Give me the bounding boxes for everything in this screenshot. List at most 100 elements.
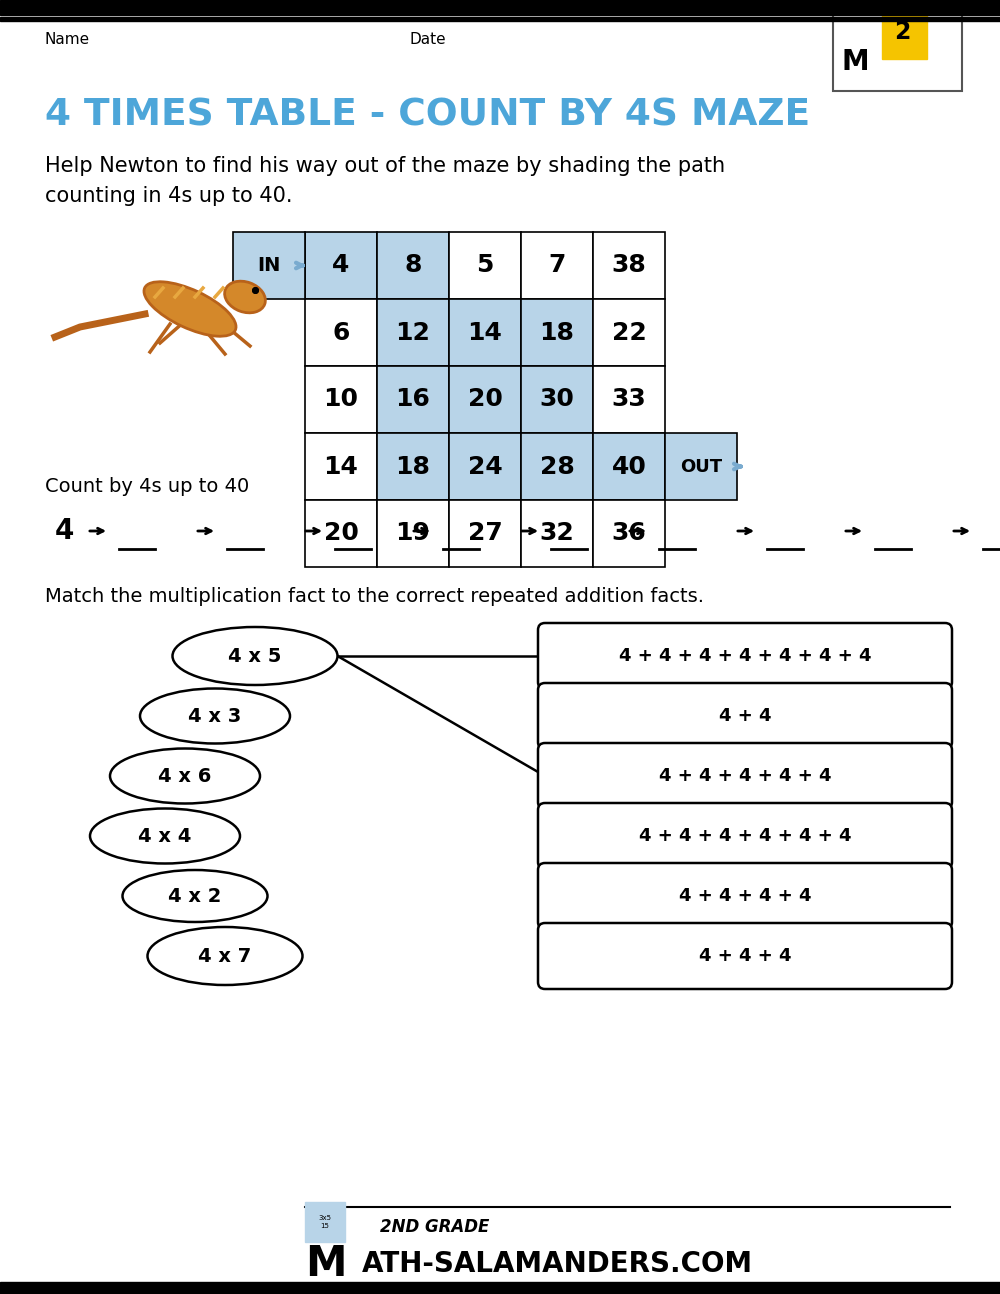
Bar — [521, 433, 593, 499]
FancyBboxPatch shape — [538, 743, 952, 809]
Text: Count by 4s up to 40: Count by 4s up to 40 — [45, 476, 249, 496]
Text: 7: 7 — [548, 254, 566, 277]
Text: 33: 33 — [612, 387, 646, 411]
Ellipse shape — [110, 748, 260, 804]
Text: 12: 12 — [396, 321, 430, 344]
Text: 2ND GRADE: 2ND GRADE — [380, 1218, 489, 1236]
Text: 40: 40 — [612, 454, 646, 479]
Bar — [305, 299, 377, 366]
Text: M: M — [305, 1244, 347, 1285]
Text: 36: 36 — [612, 521, 646, 546]
Text: OUT: OUT — [680, 458, 722, 475]
Text: 38: 38 — [612, 254, 646, 277]
Ellipse shape — [148, 927, 302, 985]
Text: 19: 19 — [396, 521, 430, 546]
Text: 3x5
15: 3x5 15 — [318, 1215, 332, 1228]
Text: 24: 24 — [468, 454, 502, 479]
Text: 5: 5 — [476, 254, 494, 277]
Ellipse shape — [90, 809, 240, 863]
Bar — [521, 499, 593, 567]
Bar — [449, 433, 521, 499]
Text: 4 + 4 + 4: 4 + 4 + 4 — [699, 947, 791, 965]
Text: counting in 4s up to 40.: counting in 4s up to 40. — [45, 186, 292, 206]
Bar — [0, 17, 1000, 21]
Ellipse shape — [144, 282, 236, 336]
FancyBboxPatch shape — [538, 622, 952, 688]
Bar — [593, 433, 665, 499]
Text: 6: 6 — [332, 321, 350, 344]
Bar — [593, 299, 665, 366]
Text: 2: 2 — [894, 19, 911, 44]
Bar — [377, 366, 449, 433]
Bar — [305, 366, 377, 433]
Text: IN: IN — [257, 256, 281, 276]
Bar — [305, 1202, 345, 1242]
Text: 14: 14 — [324, 454, 358, 479]
FancyBboxPatch shape — [538, 923, 952, 989]
Text: 4 + 4 + 4 + 4 + 4 + 4 + 4: 4 + 4 + 4 + 4 + 4 + 4 + 4 — [619, 647, 871, 665]
Bar — [449, 232, 521, 299]
Text: 4 TIMES TABLE - COUNT BY 4S MAZE: 4 TIMES TABLE - COUNT BY 4S MAZE — [45, 98, 810, 135]
Text: Match the multiplication fact to the correct repeated addition facts.: Match the multiplication fact to the cor… — [45, 586, 704, 606]
Bar — [377, 433, 449, 499]
Bar — [449, 499, 521, 567]
Text: ATH-SALAMANDERS.COM: ATH-SALAMANDERS.COM — [362, 1250, 753, 1278]
Text: Name: Name — [45, 31, 90, 47]
Text: 4 x 6: 4 x 6 — [158, 766, 212, 785]
Text: 20: 20 — [324, 521, 358, 546]
Text: 4: 4 — [332, 254, 350, 277]
Bar — [521, 232, 593, 299]
Bar — [449, 366, 521, 433]
Text: 8: 8 — [404, 254, 422, 277]
Bar — [882, 6, 927, 60]
Text: 4: 4 — [55, 518, 74, 545]
Text: 4 x 5: 4 x 5 — [228, 647, 282, 665]
Bar — [665, 433, 737, 499]
Bar — [305, 499, 377, 567]
Ellipse shape — [122, 870, 268, 923]
Text: 4 + 4 + 4 + 4 + 4: 4 + 4 + 4 + 4 + 4 — [659, 767, 831, 785]
Bar — [305, 433, 377, 499]
Bar — [593, 366, 665, 433]
Bar — [521, 299, 593, 366]
Bar — [521, 366, 593, 433]
Text: 30: 30 — [540, 387, 574, 411]
Text: 27: 27 — [468, 521, 502, 546]
Text: Help Newton to find his way out of the maze by shading the path: Help Newton to find his way out of the m… — [45, 157, 725, 176]
Bar — [449, 299, 521, 366]
Text: 4 + 4: 4 + 4 — [719, 707, 771, 725]
Text: Date: Date — [410, 31, 447, 47]
Ellipse shape — [172, 628, 338, 685]
Bar — [593, 499, 665, 567]
Text: M: M — [841, 48, 869, 76]
Text: 4 + 4 + 4 + 4: 4 + 4 + 4 + 4 — [679, 886, 811, 905]
Bar — [593, 232, 665, 299]
Text: 20: 20 — [468, 387, 502, 411]
FancyBboxPatch shape — [538, 683, 952, 749]
Bar — [377, 299, 449, 366]
FancyBboxPatch shape — [538, 863, 952, 929]
Text: 4 x 3: 4 x 3 — [188, 707, 242, 726]
Text: 4 x 7: 4 x 7 — [198, 946, 252, 965]
Ellipse shape — [140, 688, 290, 744]
Bar — [377, 232, 449, 299]
Text: 18: 18 — [540, 321, 574, 344]
FancyBboxPatch shape — [538, 804, 952, 870]
Ellipse shape — [225, 281, 265, 313]
Text: 22: 22 — [612, 321, 646, 344]
Bar — [305, 232, 377, 299]
Bar — [0, 1282, 1000, 1294]
Bar — [0, 0, 1000, 16]
FancyBboxPatch shape — [833, 0, 962, 91]
Text: 4 + 4 + 4 + 4 + 4 + 4: 4 + 4 + 4 + 4 + 4 + 4 — [639, 827, 851, 845]
Text: 28: 28 — [540, 454, 574, 479]
Text: 10: 10 — [323, 387, 358, 411]
Text: 32: 32 — [540, 521, 574, 546]
Text: 16: 16 — [396, 387, 430, 411]
Text: 4 x 4: 4 x 4 — [138, 827, 192, 845]
Text: 4 x 2: 4 x 2 — [168, 886, 222, 906]
Text: 14: 14 — [468, 321, 502, 344]
Text: 18: 18 — [396, 454, 430, 479]
Bar — [377, 499, 449, 567]
Bar — [233, 232, 305, 299]
